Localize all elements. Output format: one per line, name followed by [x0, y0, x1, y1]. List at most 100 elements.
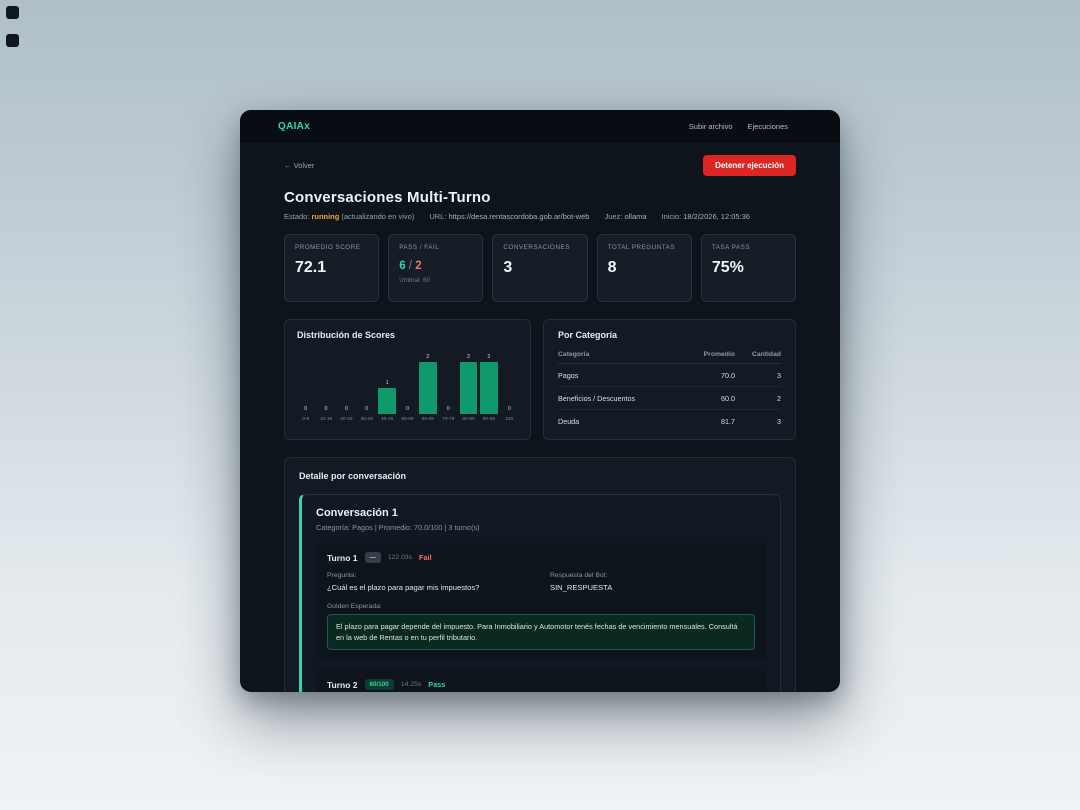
bar-category-label: 70-79 [442, 417, 455, 422]
bar-value-label: 0 [304, 406, 308, 412]
question-answer-grid: Pregunta: Respuesta del Bot: ¿Cuál es el p… [327, 572, 755, 594]
chart-bar-group: 2 90-99 [480, 354, 498, 424]
url-status: URL: https://desa.rentascordoba.gob.ar/b… [429, 212, 589, 221]
turn-header: Turno 2 60/100 14.25s Pass [327, 679, 755, 691]
stat-card-pass-fail: PASS / FAIL 6 / 2 Umbral: 60 [388, 234, 484, 302]
bar-value-label: 2 [426, 354, 430, 360]
chart-bar-group: 0 10-19 [317, 406, 334, 424]
chart-bar-group: 0 70-79 [440, 406, 457, 424]
stat-value: 72.1 [295, 259, 327, 276]
category-cell: Beneficios / Descuentos [558, 386, 673, 410]
chart-bar-group: 0 20-29 [338, 406, 355, 424]
promedio-cell: 60.0 [673, 386, 735, 410]
stat-threshold: Umbral: 60 [399, 277, 430, 284]
category-table-title: Por Categoría [558, 330, 618, 340]
navbar: QAIAx Subir archivo Ejecuciones [240, 110, 840, 143]
page-title: Conversaciones Multi-Turno [284, 189, 491, 206]
corner-mark [6, 6, 19, 19]
chart-bar-group: 2 80-89 [459, 354, 478, 424]
juez-label: Juez: [604, 212, 623, 221]
nav-link-subir-archivo[interactable]: Subir archivo [688, 122, 733, 131]
stat-value-pass-fail: 6 / 2 [399, 260, 472, 272]
turn-duration: 14.25s [400, 681, 422, 689]
chart-bar-group: 2 60-69 [419, 354, 437, 424]
bar-value-label: 0 [344, 406, 348, 412]
bar-value-label: 0 [324, 406, 328, 412]
stop-execution-button[interactable]: Detener ejecución [703, 154, 796, 176]
bar-category-label: 80-89 [462, 417, 475, 422]
turn-card-turno-1: Turno 1 — 122.03s Fail Pregunta: Respuesta de… [316, 543, 766, 660]
bar-category-label: 50-59 [401, 417, 414, 422]
corner-mark [6, 34, 19, 47]
bar-value-label: 1 [385, 380, 389, 386]
brand-logo[interactable]: QAIAx [278, 121, 311, 132]
chart-bar-group: 0 100 [501, 406, 518, 424]
bar-category-label: 20-29 [340, 417, 353, 422]
stat-card-total-preguntas: TOTAL PREGUNTAS 8 [596, 234, 692, 302]
nav-link-ejecuciones[interactable]: Ejecuciones [747, 122, 788, 131]
category-cell: Pagos [558, 363, 673, 387]
column-header-categor-a: Categoría [558, 345, 673, 364]
chart-title: Distribución de Scores [297, 330, 396, 340]
juez-value: ollama [624, 212, 647, 221]
bar-category-label: 10-19 [319, 417, 333, 422]
turn-name: Turno 2 [327, 679, 358, 690]
golden-expected-label: Golden Esperada: [327, 602, 382, 610]
pass-fail-separator: / [405, 260, 416, 272]
cantidad-cell: 3 [777, 416, 781, 426]
table-row: Pagos 70.0 3 [558, 363, 781, 387]
juez-status: Juez: ollama [604, 212, 646, 221]
estado-suffix: (actualizando en vivo) [341, 212, 415, 221]
chart-bar-group: 0 0-9 [297, 406, 314, 424]
app-window: QAIAx Subir archivo Ejecuciones ← Volver … [240, 110, 840, 692]
conversation-subtitle: Categoría: Pagos | Promedio: 70.0/100 | … [316, 523, 480, 532]
category-panel: Por Categoría Categoría Promedio Cantidad … [543, 319, 796, 440]
bar-category-label: 0-9 [302, 417, 310, 422]
turn-card-turno-2: Turno 260/10014.25sPassPregunta:Respuest… [316, 670, 766, 692]
promedio-cell: 70.0 [673, 363, 735, 387]
chart-bar-group: 0 50-59 [399, 406, 416, 424]
chart-bar-group: 1 40-49 [378, 380, 396, 424]
chart-bar [378, 388, 396, 414]
bar-category-label: 100 [505, 417, 514, 422]
turn-duration: 122.03s [387, 554, 413, 561]
bar-category-label: 30-39 [360, 417, 373, 422]
chart-bar [480, 362, 498, 414]
bar-value-label: 0 [507, 406, 511, 412]
stat-value: 3 [503, 259, 513, 276]
stat-card-conversaciones: CONVERSACIONES 3 [492, 234, 588, 302]
turn-header: Turno 1 — 122.03s Fail [327, 552, 755, 563]
table-row: Beneficios / Descuentos 60.0 2 [558, 386, 781, 410]
chart-bar-group: 0 30-39 [358, 406, 375, 424]
status-label: Pass [428, 680, 446, 690]
score-distribution-chart: 0 0-9 0 10-19 0 20-29 0 30-39 1 40-49 0 50-59 2 60-69… [297, 348, 518, 424]
estado-label: Estado: [284, 212, 310, 221]
inicio-label: Inicio: [661, 212, 682, 221]
panels-row: Distribución de Scores 0 0-9 0 10-19 0 20-29 0… [284, 319, 796, 440]
answer-label: Respuesta del Bot: [550, 572, 608, 579]
chart-bar [419, 362, 437, 414]
category-table: Categoría Promedio Cantidad Pagos 70.0 3 Bene… [558, 345, 781, 432]
back-link[interactable]: ← Volver [284, 160, 315, 170]
cantidad-cell: 2 [735, 386, 781, 410]
url-value: https://desa.rentascordoba.gob.ar/bot-we… [448, 212, 590, 221]
bar-category-label: 90-99 [482, 417, 496, 422]
bar-value-label: 0 [446, 406, 450, 412]
estado-value: running [311, 212, 340, 221]
conversation-card: Conversación 1 Categoría: Pagos | Promed… [299, 494, 781, 692]
inicio-value: 18/2/2026, 12:05:36 [683, 212, 750, 221]
score-distribution-panel: Distribución de Scores 0 0-9 0 10-19 0 20-29 0… [284, 319, 531, 440]
golden-expected-text: El plazo para pagar depende del impuesto… [327, 613, 755, 651]
inicio-status: Inicio: 18/2/2026, 12:05:36 [662, 212, 750, 221]
nav-links: Subir archivo Ejecuciones [689, 122, 788, 131]
stat-label: TOTAL PREGUNTAS [607, 244, 676, 251]
detail-title: Detalle por conversación [299, 471, 407, 481]
column-header-promedio: Promedio [673, 345, 735, 364]
question-text: ¿Cuál es el plazo para pagar mis impuest… [327, 583, 480, 592]
stat-cards-row: PROMEDIO SCORE 72.1 PASS / FAIL 6 / 2 Umbral… [284, 234, 797, 302]
category-cell: Deuda [558, 416, 580, 426]
main-content: ← Volver Detener ejecución Conversacione… [240, 143, 840, 692]
bar-value-label: 2 [467, 354, 471, 360]
bar-value-label: 2 [487, 354, 491, 360]
stat-card-promedio-score: PROMEDIO SCORE 72.1 [284, 234, 380, 302]
